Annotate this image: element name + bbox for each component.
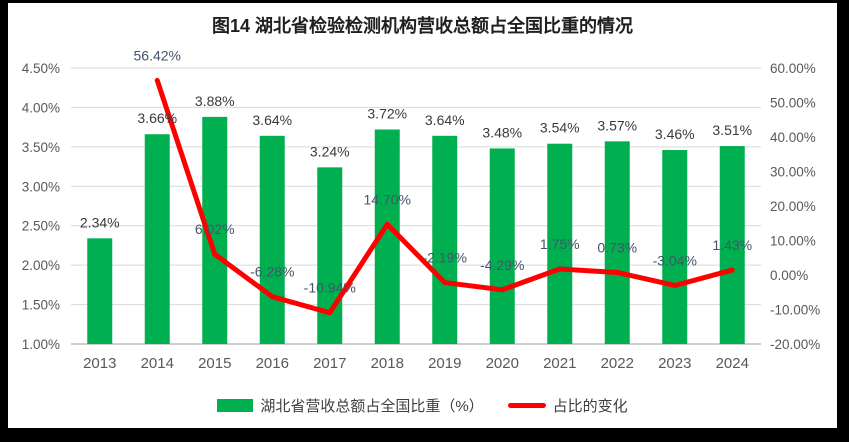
- legend-line-swatch-icon: [507, 402, 546, 408]
- chart-legend: 湖北省营收总额占全国比重（%） 占比的变化: [8, 393, 837, 417]
- chart-title: 图14 湖北省检验检测机构营收总额占全国比重的情况: [211, 16, 634, 36]
- legend-bar-label: 湖北省营收总额占全国比重（%）: [260, 397, 484, 415]
- chart-canvas: 图14 湖北省检验检测机构营收总额占全国比重的情况 湖北省营收总额占全国比重（%…: [8, 3, 837, 428]
- legend-bar-swatch-icon: [217, 398, 254, 412]
- legend-line-label: 占比的变化: [552, 397, 628, 415]
